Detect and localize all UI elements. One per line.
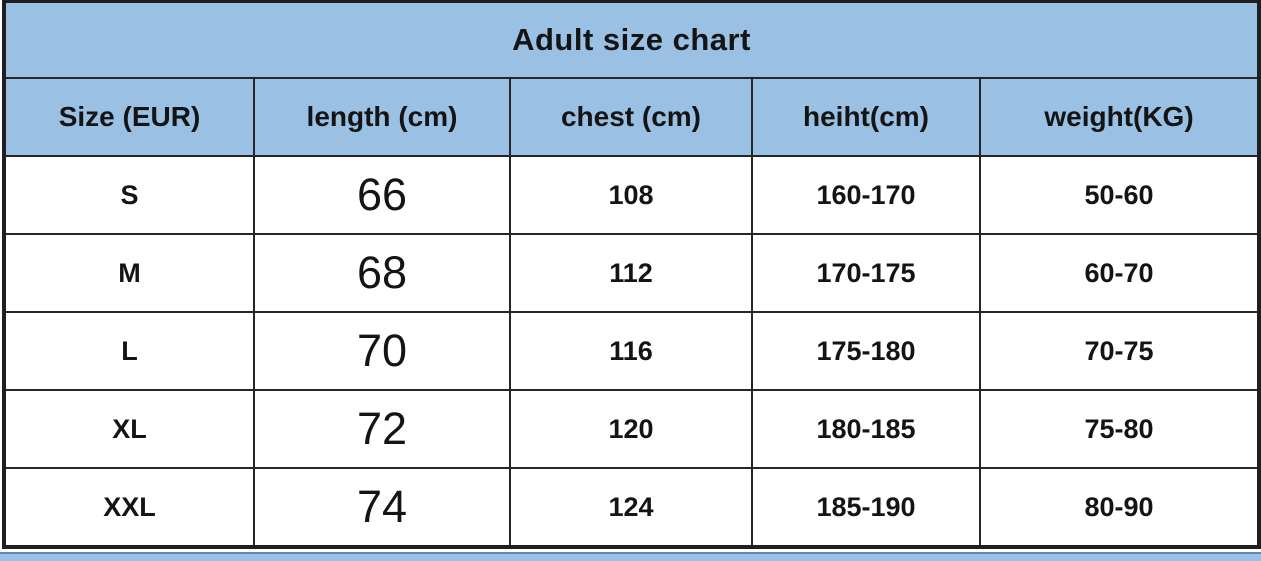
title-row: Adult size chart	[2, 0, 1261, 79]
table-cell: S	[3, 155, 255, 235]
column-header-length: length (cm)	[253, 77, 511, 157]
table-row-l: L 70 116 175-180 70-75	[3, 311, 1261, 391]
column-header-weight: weight(KG)	[978, 77, 1261, 157]
table-cell: L	[3, 311, 255, 391]
table-cell: 70-75	[978, 311, 1261, 391]
table-cell: 124	[509, 467, 753, 548]
table-cell: 112	[509, 233, 753, 313]
table-cell: 72	[253, 389, 511, 469]
table-cell: 50-60	[978, 155, 1261, 235]
table-cell: 116	[509, 311, 753, 391]
table-cell: 180-185	[751, 389, 981, 469]
table-cell: XXL	[3, 467, 255, 548]
table-cell: 175-180	[751, 311, 981, 391]
column-header-height: heiht(cm)	[751, 77, 981, 157]
table-row-xl: XL 72 120 180-185 75-80	[3, 389, 1261, 469]
table-cell: 108	[509, 155, 753, 235]
table-cell: 74	[253, 467, 511, 548]
cropped-next-section-strip	[0, 552, 1261, 561]
column-header-size: Size (EUR)	[3, 77, 255, 157]
table-cell: 66	[253, 155, 511, 235]
table-cell: 160-170	[751, 155, 981, 235]
table-row-s: S 66 108 160-170 50-60	[3, 155, 1261, 235]
header-row: Size (EUR) length (cm) chest (cm) heiht(…	[3, 77, 1261, 157]
table-cell: XL	[3, 389, 255, 469]
table-row-m: M 68 112 170-175 60-70	[3, 233, 1261, 313]
table-cell: 80-90	[978, 467, 1261, 548]
table-cell: 185-190	[751, 467, 981, 548]
column-header-chest: chest (cm)	[509, 77, 753, 157]
table-cell: 120	[509, 389, 753, 469]
table-row-xxl: XXL 74 124 185-190 80-90	[3, 467, 1261, 548]
table-cell: 70	[253, 311, 511, 391]
table-cell: M	[3, 233, 255, 313]
table-cell: 170-175	[751, 233, 981, 313]
table-title: Adult size chart	[2, 0, 1261, 79]
table-cell: 68	[253, 233, 511, 313]
table-cell: 60-70	[978, 233, 1261, 313]
adult-size-chart-table: Adult size chart Size (EUR) length (cm) …	[2, 0, 1261, 549]
table-cell: 75-80	[978, 389, 1261, 469]
